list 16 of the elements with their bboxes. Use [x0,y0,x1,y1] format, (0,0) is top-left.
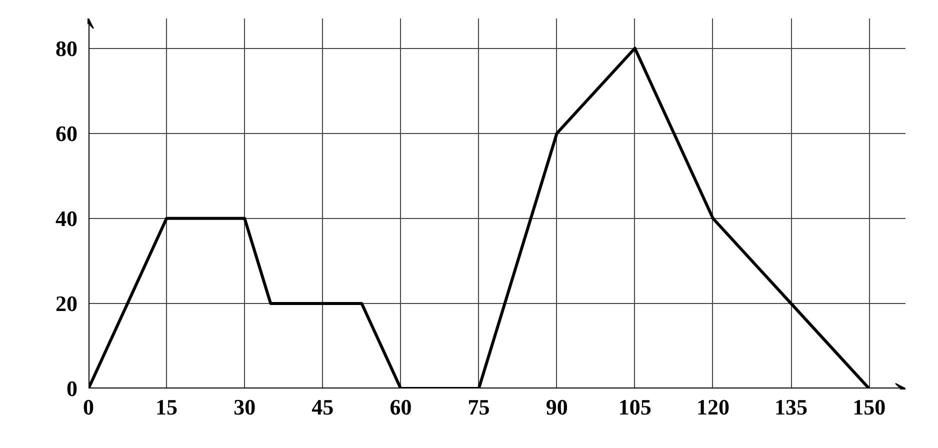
x-tick-label: 45 [312,394,334,420]
x-tick-label: 90 [546,394,568,420]
x-tick-label: 150 [852,394,886,420]
x-tick-label: 120 [696,394,730,420]
x-tick-label: 135 [774,394,808,420]
x-tick-label: 105 [618,394,652,420]
y-tick-label: 20 [56,290,78,316]
y-tick-label: 60 [56,120,78,146]
y-tick-label: 0 [66,376,78,401]
x-tick-label: 75 [468,394,490,420]
x-tick-label: 60 [390,394,412,420]
x-tick-label: 15 [156,394,178,420]
y-tick-label: 40 [56,206,78,231]
x-tick-label: 0 [83,394,94,420]
y-tick-label: 80 [56,36,78,61]
x-tick-label: 30 [234,394,256,420]
